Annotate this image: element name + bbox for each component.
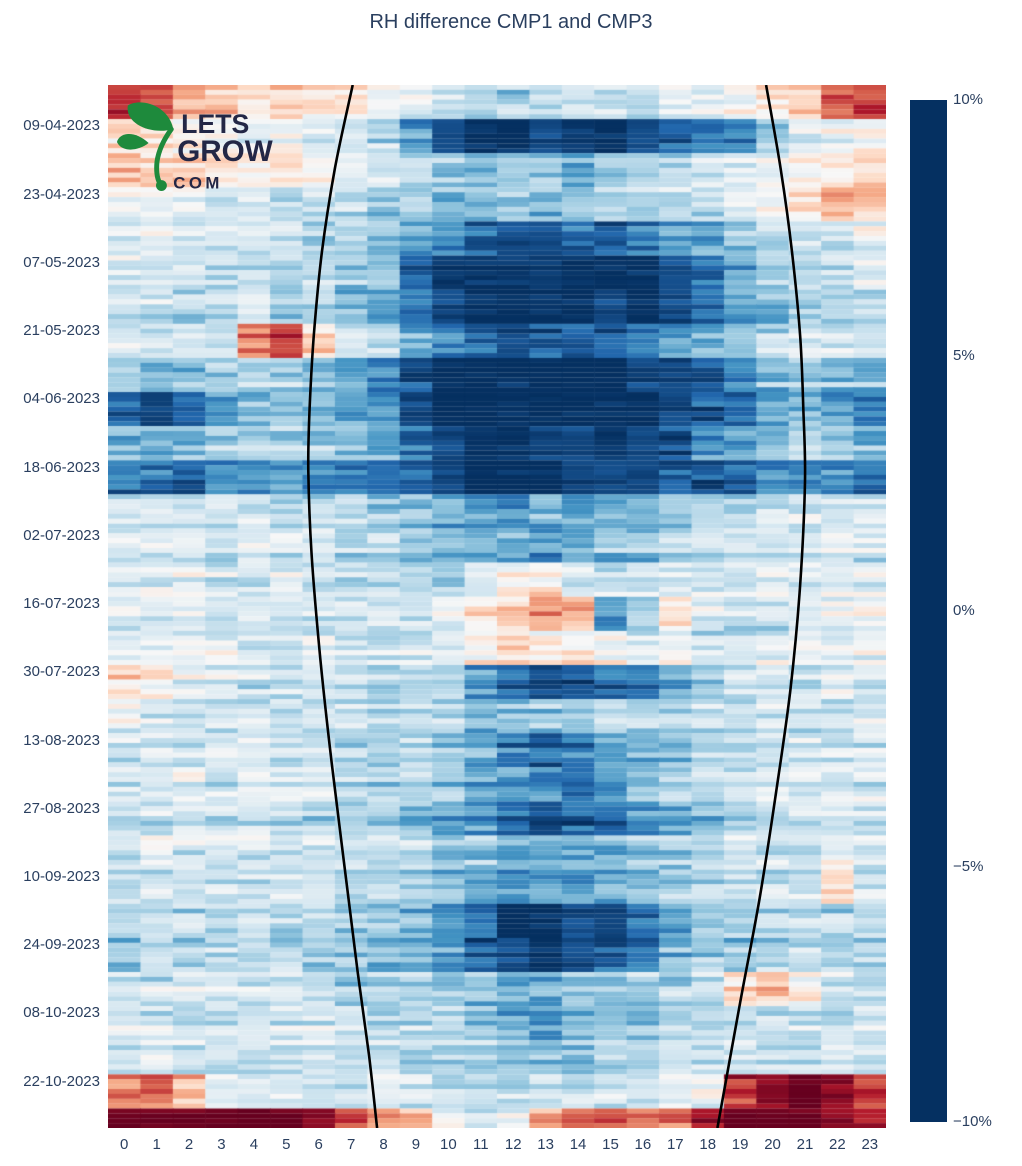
x-tick-label: 4 <box>249 1136 259 1153</box>
heatmap-plot-area <box>108 85 886 1128</box>
x-tick-label: 17 <box>666 1136 684 1153</box>
y-tick-label: 10-09-2023 <box>23 867 100 885</box>
x-tick-label: 10 <box>440 1136 457 1153</box>
x-tick-label: 2 <box>184 1136 194 1153</box>
y-tick-label: 04-06-2023 <box>23 390 100 408</box>
x-tick-label: 1 <box>152 1136 161 1153</box>
colorbar-tick-label: 10% <box>953 91 984 108</box>
colorbar-tick-label: 0% <box>953 602 975 619</box>
letsgrow-logo: LETS GROW COM <box>116 102 273 192</box>
x-tick-label: 9 <box>411 1136 421 1153</box>
y-tick-label: 24-09-2023 <box>23 936 100 954</box>
x-tick-label: 5 <box>282 1136 291 1153</box>
y-tick-label: 08-10-2023 <box>23 1004 100 1022</box>
logo-text-com: COM <box>173 173 223 192</box>
x-tick-label: 12 <box>504 1136 522 1153</box>
colorbar-tick-label: −5% <box>953 857 984 875</box>
y-tick-label: 21-05-2023 <box>23 322 100 340</box>
x-tick-label: 3 <box>217 1136 226 1153</box>
y-tick-label: 22-10-2023 <box>23 1072 100 1090</box>
y-tick-label: 27-08-2023 <box>23 799 100 817</box>
colorbar <box>910 100 947 1122</box>
x-tick-label: 16 <box>634 1136 652 1153</box>
y-tick-label: 09-04-2023 <box>23 117 100 135</box>
x-tick-label: 22 <box>829 1136 846 1153</box>
x-tick-label: 20 <box>764 1136 781 1153</box>
logo-text-grow: GROW <box>177 135 272 168</box>
x-tick-label: 13 <box>537 1136 554 1153</box>
x-tick-label: 0 <box>120 1136 129 1153</box>
colorbar-tick-label: −10% <box>953 1113 992 1130</box>
y-tick-label: 23-04-2023 <box>23 185 100 203</box>
y-tick-label: 16-07-2023 <box>23 595 100 613</box>
y-tick-label: 18-06-2023 <box>23 458 100 476</box>
x-tick-label: 15 <box>602 1136 619 1153</box>
x-tick-label: 21 <box>796 1136 814 1153</box>
x-tick-label: 19 <box>731 1136 749 1153</box>
heatmap-canvas[interactable] <box>108 85 886 1128</box>
logo-text-lets: LETS <box>181 109 249 139</box>
y-tick-label: 02-07-2023 <box>23 526 100 544</box>
y-tick-label: 13-08-2023 <box>23 731 100 749</box>
x-tick-label: 18 <box>699 1136 717 1153</box>
x-tick-label: 8 <box>379 1136 388 1153</box>
sprout-icon <box>116 102 174 191</box>
y-tick-label: 30-07-2023 <box>23 663 100 681</box>
x-tick-label: 11 <box>472 1136 489 1153</box>
colorbar-tick-label: 5% <box>953 346 975 364</box>
y-tick-label: 07-05-2023 <box>23 253 100 271</box>
x-tick-label: 23 <box>861 1136 879 1153</box>
x-tick-label: 7 <box>346 1136 356 1153</box>
page-title: RH difference CMP1 and CMP3 <box>369 11 653 33</box>
x-tick-label: 14 <box>569 1136 587 1153</box>
x-tick-label: 6 <box>314 1136 323 1153</box>
